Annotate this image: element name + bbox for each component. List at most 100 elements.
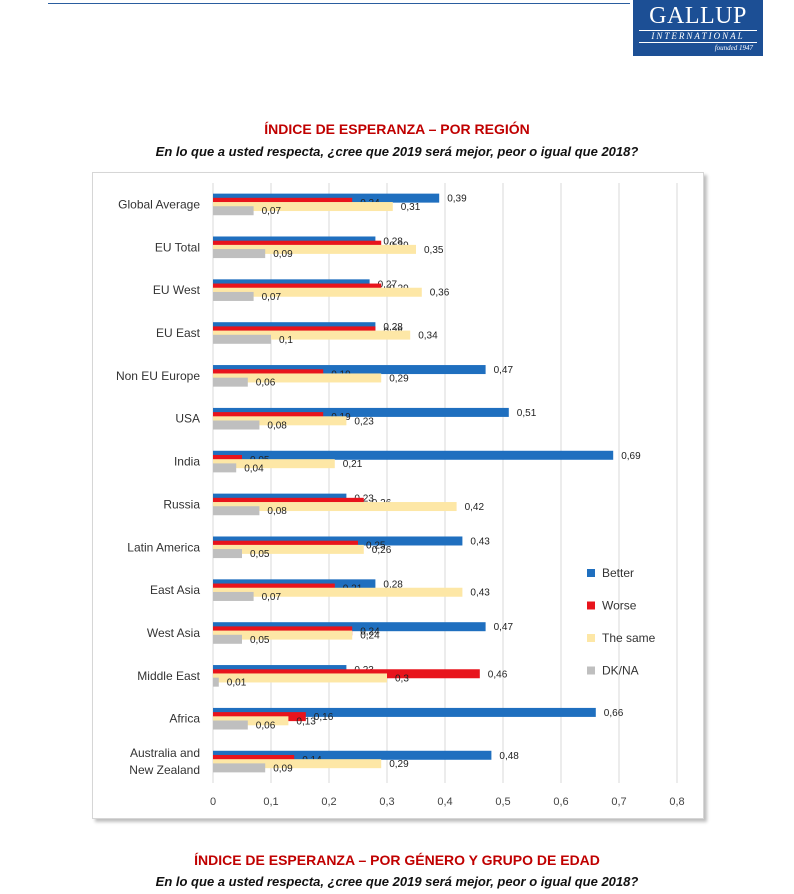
bar-dk-na	[213, 206, 254, 216]
data-label: 0,16	[314, 712, 334, 723]
data-label: 0,05	[250, 549, 270, 560]
x-tick-label: 0,6	[553, 796, 568, 808]
data-label: 0,36	[430, 288, 450, 299]
bar-the-same	[213, 587, 463, 597]
legend-label: Worse	[602, 599, 637, 613]
category-label: USA	[175, 412, 200, 426]
data-label: 0,42	[465, 502, 485, 513]
data-label: 0,23	[354, 494, 374, 505]
x-tick-label: 0,7	[611, 796, 626, 808]
bar-the-same	[213, 759, 382, 769]
data-label: 0,3	[395, 673, 409, 684]
data-label: 0,08	[267, 421, 287, 432]
category-label: Africa	[169, 712, 200, 726]
bar-better	[213, 707, 596, 717]
data-label: 0,28	[383, 579, 403, 590]
bar-better	[213, 407, 509, 417]
bar-dk-na	[213, 677, 219, 687]
legend-swatch	[587, 666, 595, 675]
category-label: EU West	[153, 283, 201, 297]
data-label: 0,25	[366, 541, 386, 552]
data-label: 0,28	[383, 322, 403, 333]
bar-chart: 0 0,1 0,2 0,3 0,4 0,5 0,6 0,7 0,8 0,39 0,24 0,31 0,0…	[116, 183, 685, 808]
section2-title: ÍNDICE DE ESPERANZA – POR GÉNERO Y GRUPO…	[194, 852, 600, 868]
data-label: 0,48	[499, 751, 519, 762]
data-label: 0,69	[621, 451, 641, 462]
logo-subname: INTERNATIONAL	[639, 30, 757, 43]
data-label: 0,39	[447, 194, 467, 205]
bar-better	[213, 750, 492, 760]
data-label: 0,43	[470, 536, 490, 547]
x-tick-label: 0	[210, 796, 216, 808]
chart-subtitle: En lo que a usted respecta, ¿cree que 20…	[155, 144, 639, 159]
bar-dk-na	[213, 549, 242, 559]
bar-dk-na	[213, 506, 260, 516]
bar-the-same	[213, 373, 382, 383]
category-label: Middle East	[137, 669, 200, 683]
data-label: 0,34	[418, 331, 438, 342]
data-label: 0,07	[262, 206, 282, 217]
x-tick-label: 0,3	[379, 796, 394, 808]
data-label: 0,29	[389, 759, 409, 770]
x-tick-label: 0,8	[669, 796, 684, 808]
bar-the-same	[213, 544, 364, 554]
category-label: India	[174, 455, 200, 469]
header-rule	[48, 3, 630, 4]
bar-better	[213, 450, 614, 460]
x-tick-label: 0,4	[437, 796, 452, 808]
bar-dk-na	[213, 334, 271, 344]
data-label: 0,06	[256, 378, 276, 389]
bar-the-same	[213, 716, 289, 726]
data-label: 0,07	[262, 292, 282, 303]
data-label: 0,27	[378, 279, 398, 290]
category-label: EU East	[156, 326, 201, 340]
x-tick-label: 0,2	[321, 796, 336, 808]
data-label: 0,51	[517, 408, 537, 419]
data-label: 0,43	[470, 588, 490, 599]
data-label: 0,47	[494, 365, 514, 376]
data-label: 0,46	[488, 669, 508, 680]
category-label: Non EU Europe	[116, 369, 200, 383]
data-label: 0,24	[360, 631, 380, 642]
bar-the-same	[213, 630, 353, 640]
bar-the-same	[213, 502, 457, 512]
chart-title: ÍNDICE DE ESPERANZA – POR REGIÓN	[264, 121, 530, 137]
logo-founded: founded 1947	[714, 44, 753, 52]
bar-dk-na	[213, 291, 254, 301]
data-label: 0,28	[383, 236, 403, 247]
bar-dk-na	[213, 720, 248, 730]
data-label: 0,47	[494, 622, 514, 633]
logo-name: GALLUP	[649, 3, 747, 29]
data-label: 0,21	[343, 459, 363, 470]
legend-label: DK/NA	[602, 664, 639, 678]
data-label: 0,05	[250, 635, 270, 646]
data-label: 0,01	[227, 678, 247, 689]
data-label: 0,08	[267, 506, 287, 517]
data-label: 0,13	[296, 716, 316, 727]
data-label: 0,29	[389, 373, 409, 384]
bar-dk-na	[213, 591, 254, 601]
section2-subtitle: En lo que a usted respecta, ¿cree que 20…	[155, 874, 639, 889]
bar-dk-na	[213, 249, 266, 259]
chart-panel: 0 0,1 0,2 0,3 0,4 0,5 0,6 0,7 0,8 0,39 0,24 0,31 0,0…	[92, 172, 704, 819]
bar-the-same	[213, 673, 387, 683]
legend-label: Better	[602, 566, 634, 580]
data-label: 0,23	[354, 416, 374, 427]
data-label: 0,24	[360, 626, 380, 637]
legend-swatch	[587, 601, 595, 610]
x-tick-label: 0,1	[263, 796, 278, 808]
data-label: 0,66	[604, 708, 624, 719]
bar-the-same	[213, 202, 393, 212]
data-label: 0,06	[256, 721, 276, 732]
bar-the-same	[213, 287, 422, 297]
category-label: Australia and	[130, 746, 200, 760]
legend-label: The same	[602, 631, 656, 645]
data-label: 0,26	[372, 545, 392, 556]
data-label: 0,07	[262, 592, 282, 603]
category-label: East Asia	[150, 583, 200, 597]
bar-dk-na	[213, 377, 248, 387]
bar-dk-na	[213, 420, 260, 430]
category-label: Russia	[163, 497, 200, 511]
data-label: 0,04	[244, 463, 264, 474]
bar-the-same	[213, 416, 347, 426]
